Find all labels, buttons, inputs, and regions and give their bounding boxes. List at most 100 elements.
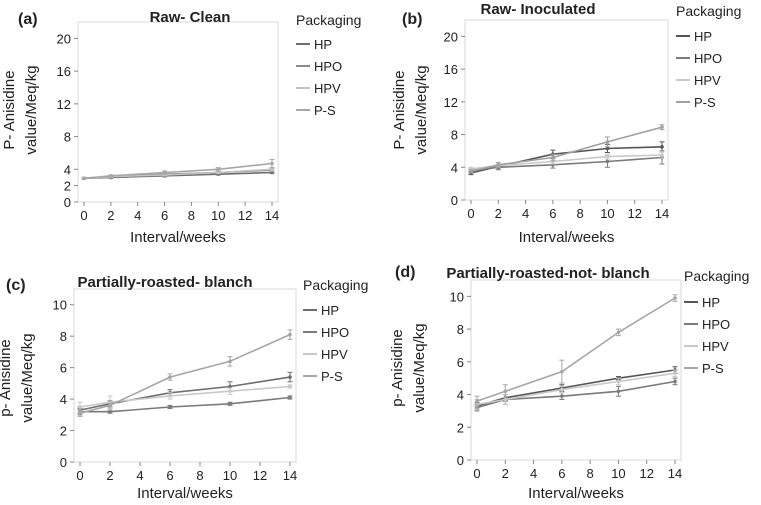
x-tick-label: 4 [522,206,529,221]
x-tick-label: 10 [611,466,625,481]
data-point [168,394,172,398]
legend-label: HPO [314,59,342,74]
legend-label: HPO [702,317,730,332]
data-point [216,170,221,175]
data-point [82,176,86,181]
legend-label: HPO [321,325,349,340]
data-point [168,405,172,409]
y-tick-label: 2 [457,420,464,435]
series-p-s [81,158,275,181]
y-tick-label: 2 [64,179,71,194]
data-point [605,159,610,164]
data-point [228,389,232,394]
x-tick-label: 8 [196,468,203,483]
data-point [551,155,555,160]
y-axis-label: P- Anisidine [1,70,18,149]
y-tick-label: 0 [457,453,464,468]
data-point [108,409,112,414]
legend-label: P-S [702,361,724,376]
y-tick-label: 20 [444,29,458,44]
chart-panel-4: (d) Partially-roasted-not- blanch 0 2 4 6 8 10 0… [389,264,749,502]
data-point [475,399,479,403]
data-point [78,411,82,416]
y-axis-label-units: value/Meq/kg [413,65,430,154]
chart-title: Raw- Inoculated [480,1,595,18]
x-tick-label: 6 [161,208,168,223]
legend-label: HP [694,29,712,44]
data-point [288,395,292,400]
y-tick-label: 8 [64,130,71,145]
y-tick-label: 4 [451,160,458,175]
plot-area [73,288,297,463]
chart-panel-3: (c) Partially-roasted- blanch 0 2 4 6 8 10 0 2 4 6 8… [0,274,368,502]
y-axis-label-units: value/Meq/kg [411,323,428,412]
legend: Packaging HP HPO HPV P-S [676,3,741,110]
y-tick-label: 8 [451,128,458,143]
legend-label: HPV [314,81,341,96]
x-tick-label: 12 [639,466,653,481]
data-point [503,397,508,402]
data-point [288,375,292,379]
x-tick-label: 4 [530,466,537,481]
data-point [673,371,677,376]
data-point [605,146,610,151]
x-axis-label: Interval/weeks [528,485,624,502]
x-tick-label: 0 [80,208,87,223]
x-tick-label: 4 [134,208,141,223]
data-point [270,167,274,172]
x-tick-label: 6 [549,206,556,221]
y-axis-label: p- Anisidine [0,339,14,417]
data-point [228,402,232,406]
data-point [168,375,172,379]
legend-title: Packaging [684,268,749,284]
x-tick-label: 14 [668,466,682,481]
x-tick-label: 8 [587,466,594,481]
data-point [216,167,221,172]
x-axis-label: Interval/weeks [130,229,226,246]
y-tick-label: 6 [457,355,464,370]
data-point [288,332,292,337]
legend-label: HPV [321,347,348,362]
data-point [469,169,473,174]
x-axis-label: Interval/weeks [137,485,233,502]
data-point [108,403,112,408]
series-p-s [468,124,665,174]
data-point [560,387,564,392]
y-tick-label: 20 [57,31,71,46]
legend: Packaging HP HPO HPV P-S [684,268,749,376]
y-tick-label: 4 [64,162,71,177]
data-point [288,384,292,389]
chart-title: Partially-roasted-not- blanch [446,265,649,282]
y-tick-label: 4 [60,392,67,407]
data-point [616,389,621,394]
panel-label: (d) [395,264,415,281]
y-axis-label-units: value/Meq/kg [23,65,40,154]
legend-title: Packaging [676,3,741,19]
data-point [605,154,610,159]
x-tick-label: 2 [495,206,502,221]
data-point [78,405,82,409]
x-tick-label: 14 [283,468,297,483]
series-hpv [474,369,678,410]
legend-label: P-S [321,369,343,384]
legend-label: HP [314,37,332,52]
y-tick-label: 0 [60,455,67,470]
y-tick-label: 10 [53,298,67,313]
data-point [496,163,501,167]
y-tick-label: 6 [60,361,67,376]
y-tick-label: 12 [444,95,458,110]
x-tick-label: 8 [577,206,584,221]
legend-label: HPV [694,73,721,88]
x-tick-label: 2 [107,208,114,223]
x-tick-label: 10 [211,208,225,223]
series-p-s [474,294,678,407]
data-point [616,330,621,335]
data-point [503,389,508,394]
x-tick-label: 12 [238,208,252,223]
panel-label: (c) [6,277,26,294]
legend-label: HP [702,295,720,310]
legend-label: HPV [702,339,729,354]
y-axis-label-units: value/Meq/kg [19,333,36,422]
chart-title: Partially-roasted- blanch [77,274,252,291]
y-tick-label: 8 [60,329,67,344]
